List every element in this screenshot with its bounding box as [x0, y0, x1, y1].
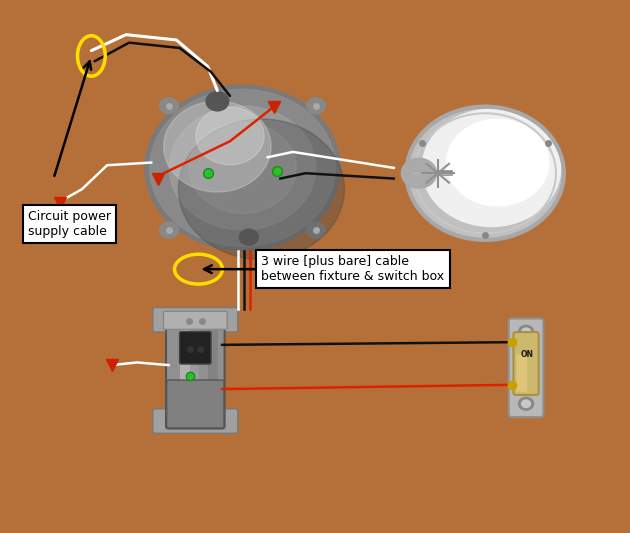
- Circle shape: [145, 85, 340, 251]
- Text: Circuit power
supply cable: Circuit power supply cable: [28, 210, 112, 238]
- Circle shape: [522, 400, 530, 407]
- Circle shape: [239, 229, 258, 245]
- FancyBboxPatch shape: [517, 354, 527, 392]
- Circle shape: [196, 107, 264, 165]
- FancyBboxPatch shape: [189, 317, 199, 424]
- Circle shape: [307, 98, 326, 114]
- FancyBboxPatch shape: [180, 317, 190, 424]
- Circle shape: [178, 119, 345, 260]
- FancyBboxPatch shape: [164, 311, 227, 329]
- Circle shape: [159, 98, 178, 114]
- FancyBboxPatch shape: [513, 332, 539, 395]
- Circle shape: [422, 109, 561, 227]
- Text: ON: ON: [521, 350, 534, 359]
- Circle shape: [401, 158, 437, 188]
- Text: 3 wire [plus bare] cable
between fixture & switch box: 3 wire [plus bare] cable between fixture…: [261, 255, 445, 283]
- Circle shape: [150, 90, 335, 246]
- Circle shape: [522, 328, 530, 336]
- FancyBboxPatch shape: [166, 312, 225, 429]
- FancyBboxPatch shape: [153, 308, 238, 332]
- FancyBboxPatch shape: [509, 319, 543, 417]
- Circle shape: [169, 106, 316, 230]
- Circle shape: [159, 222, 178, 238]
- FancyBboxPatch shape: [180, 332, 211, 364]
- FancyBboxPatch shape: [166, 380, 224, 428]
- Circle shape: [406, 107, 564, 240]
- FancyBboxPatch shape: [153, 409, 238, 433]
- Circle shape: [518, 398, 534, 410]
- Circle shape: [206, 92, 229, 111]
- Circle shape: [189, 123, 296, 213]
- FancyBboxPatch shape: [198, 317, 209, 424]
- Circle shape: [307, 222, 326, 238]
- FancyBboxPatch shape: [208, 317, 218, 424]
- Circle shape: [518, 325, 534, 338]
- Circle shape: [164, 101, 271, 192]
- Circle shape: [447, 119, 549, 206]
